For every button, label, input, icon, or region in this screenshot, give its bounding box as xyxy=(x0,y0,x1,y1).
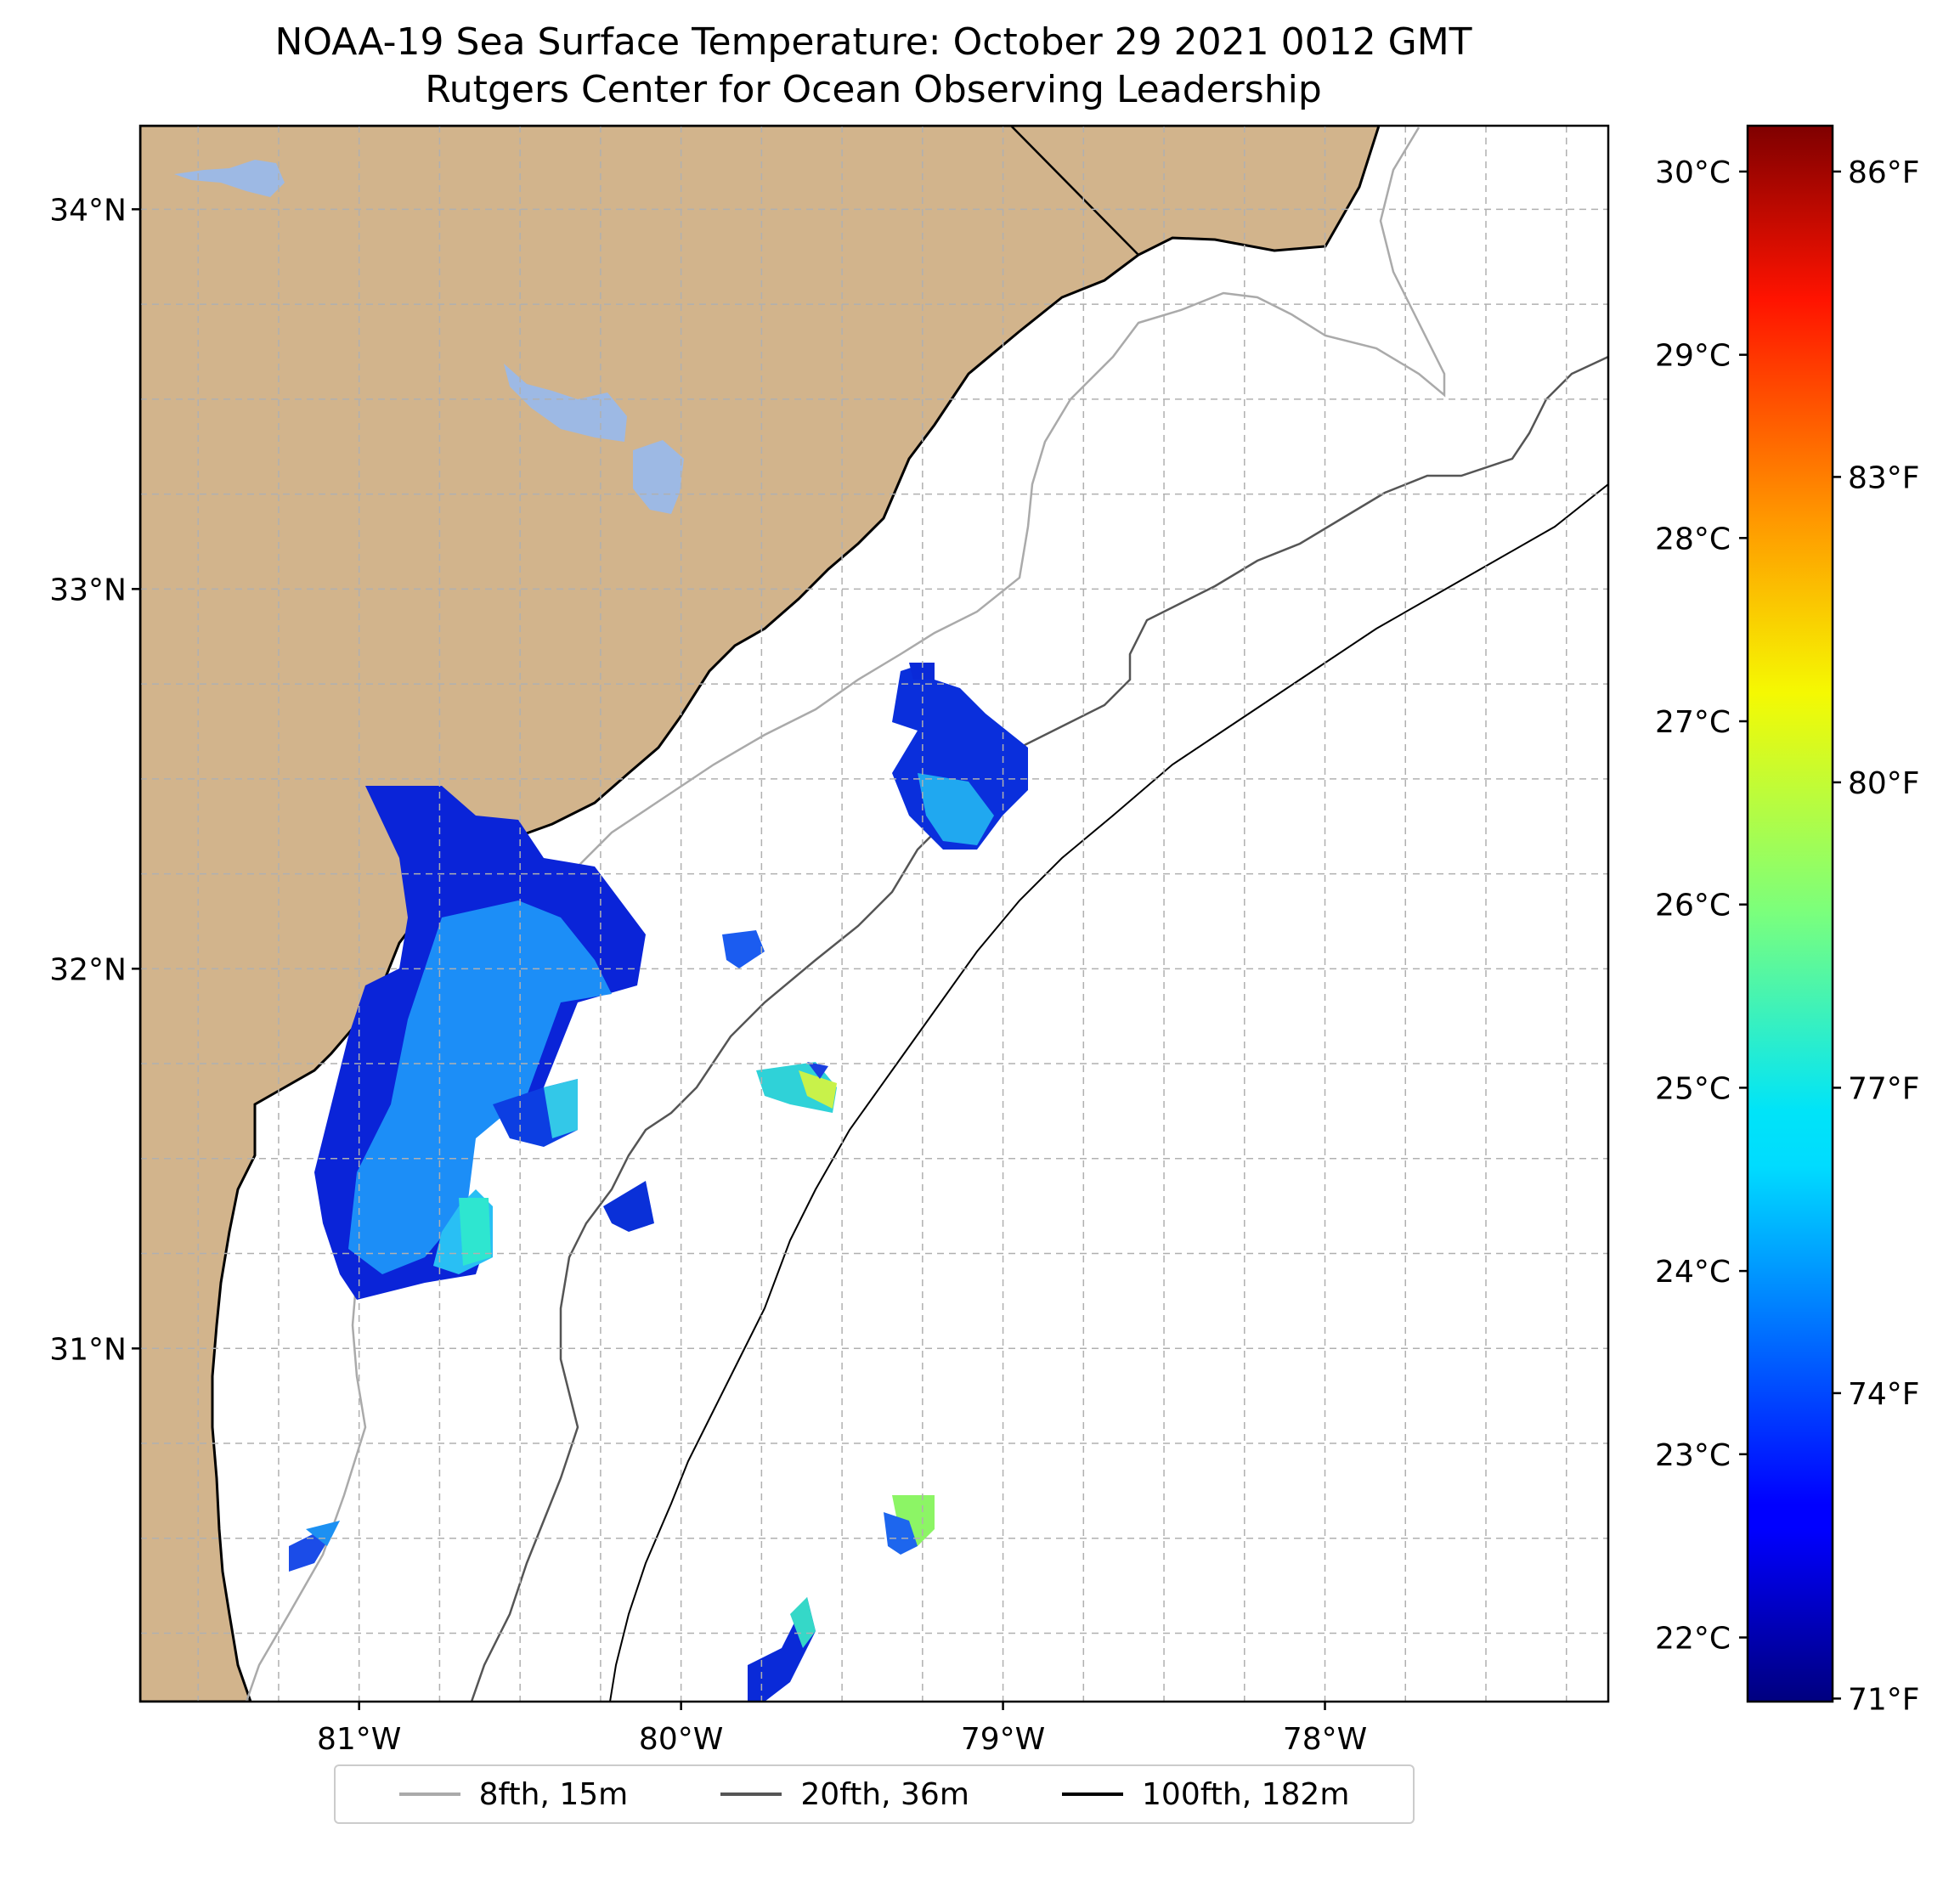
land-area xyxy=(140,126,1381,1702)
state-border xyxy=(1010,126,1139,256)
lake-moultrie xyxy=(633,440,684,514)
map-title: NOAA-19 Sea Surface Temperature: October… xyxy=(274,20,1472,64)
fahrenheit-tick-label: 77°F xyxy=(1848,1071,1920,1106)
celsius-tick-label: 22°C xyxy=(1655,1622,1731,1657)
lake-wateree xyxy=(174,160,285,197)
longitude-ticks: 81°W 80°W 79°W 78°W xyxy=(317,1702,1367,1757)
map-frame xyxy=(138,124,1610,1703)
celsius-tick-label: 25°C xyxy=(1655,1071,1731,1106)
sst-data-patches xyxy=(289,663,1028,1702)
colorbar-celsius-ticks: 30°C 29°C 28°C 27°C 26°C 25°C 24°C 23°C 22°C xyxy=(1655,155,1748,1657)
legend-swatch-15m xyxy=(398,1792,460,1796)
lat-tick-label: 34°N xyxy=(49,193,127,228)
lat-tick-label: 33°N xyxy=(49,573,127,607)
fahrenheit-tick-label: 74°F xyxy=(1848,1377,1920,1412)
lat-tick-label: 31°N xyxy=(49,1332,127,1367)
map-subtitle: Rutgers Center for Ocean Observing Leade… xyxy=(425,68,1322,111)
legend-item-36m: 20fth, 36m xyxy=(720,1777,969,1812)
legend-label-36m: 20fth, 36m xyxy=(800,1776,969,1812)
isobath-182m xyxy=(609,483,1608,1702)
celsius-tick-label: 29°C xyxy=(1655,339,1731,374)
lon-tick-label: 81°W xyxy=(317,1722,401,1757)
fahrenheit-tick-label: 86°F xyxy=(1848,155,1920,190)
legend-item-182m: 100fth, 182m xyxy=(1062,1777,1349,1812)
fahrenheit-tick-label: 83°F xyxy=(1848,460,1920,495)
celsius-tick-label: 24°C xyxy=(1655,1255,1731,1290)
fahrenheit-tick-label: 71°F xyxy=(1848,1682,1920,1717)
legend-swatch-182m xyxy=(1062,1792,1124,1796)
colorbar xyxy=(1746,124,1834,1703)
celsius-tick-label: 26°C xyxy=(1655,889,1731,923)
legend-swatch-36m xyxy=(720,1792,782,1796)
lat-tick-label: 32°N xyxy=(49,952,127,987)
celsius-tick-label: 27°C xyxy=(1655,705,1731,740)
latitude-ticks: 34°N 33°N 32°N 31°N xyxy=(49,193,140,1367)
lake-marion xyxy=(504,364,627,442)
celsius-tick-label: 30°C xyxy=(1655,155,1731,190)
legend-label-182m: 100fth, 182m xyxy=(1142,1776,1350,1812)
lon-tick-label: 78°W xyxy=(1283,1722,1367,1757)
legend-label-15m: 8fth, 15m xyxy=(478,1776,629,1812)
legend-item-15m: 8fth, 15m xyxy=(398,1776,629,1812)
fahrenheit-tick-label: 80°F xyxy=(1848,766,1920,801)
isobath-legend: 8fth, 15m 20fth, 36m 100fth, 182m xyxy=(334,1764,1415,1824)
lon-tick-label: 80°W xyxy=(639,1722,723,1757)
lon-tick-label: 79°W xyxy=(961,1722,1045,1757)
isobath-36m xyxy=(470,355,1608,1702)
colorbar-fahrenheit-ticks: 86°F 83°F 80°F 77°F 74°F 71°F xyxy=(1833,155,1920,1717)
celsius-tick-label: 28°C xyxy=(1655,522,1731,556)
celsius-tick-label: 23°C xyxy=(1655,1438,1731,1473)
map-gridlines xyxy=(140,126,1608,1702)
